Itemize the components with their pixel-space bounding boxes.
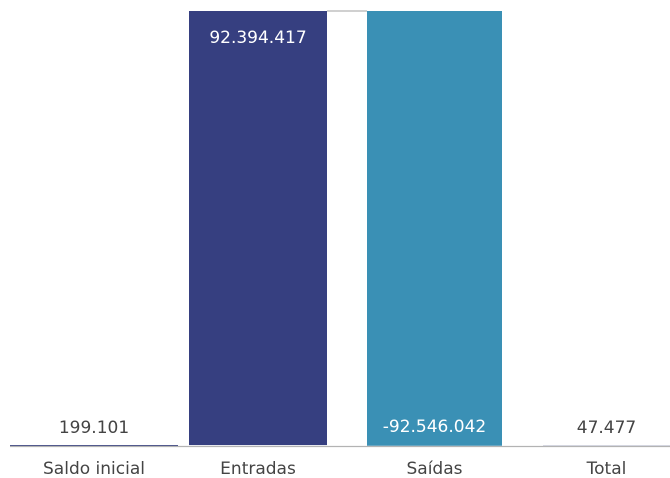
data-label: 199.101 [59, 418, 129, 438]
bar-saldo-inicial [10, 445, 178, 446]
category-label: Saídas [407, 459, 463, 478]
data-label: 47.477 [577, 418, 636, 438]
bar-saídas [367, 11, 502, 446]
category-label: Entradas [220, 459, 296, 478]
bar-entradas [189, 11, 327, 446]
data-label: 92.394.417 [209, 28, 306, 48]
data-label: -92.546.042 [383, 417, 486, 437]
category-label: Total [586, 459, 627, 478]
category-label: Saldo inicial [43, 459, 145, 478]
